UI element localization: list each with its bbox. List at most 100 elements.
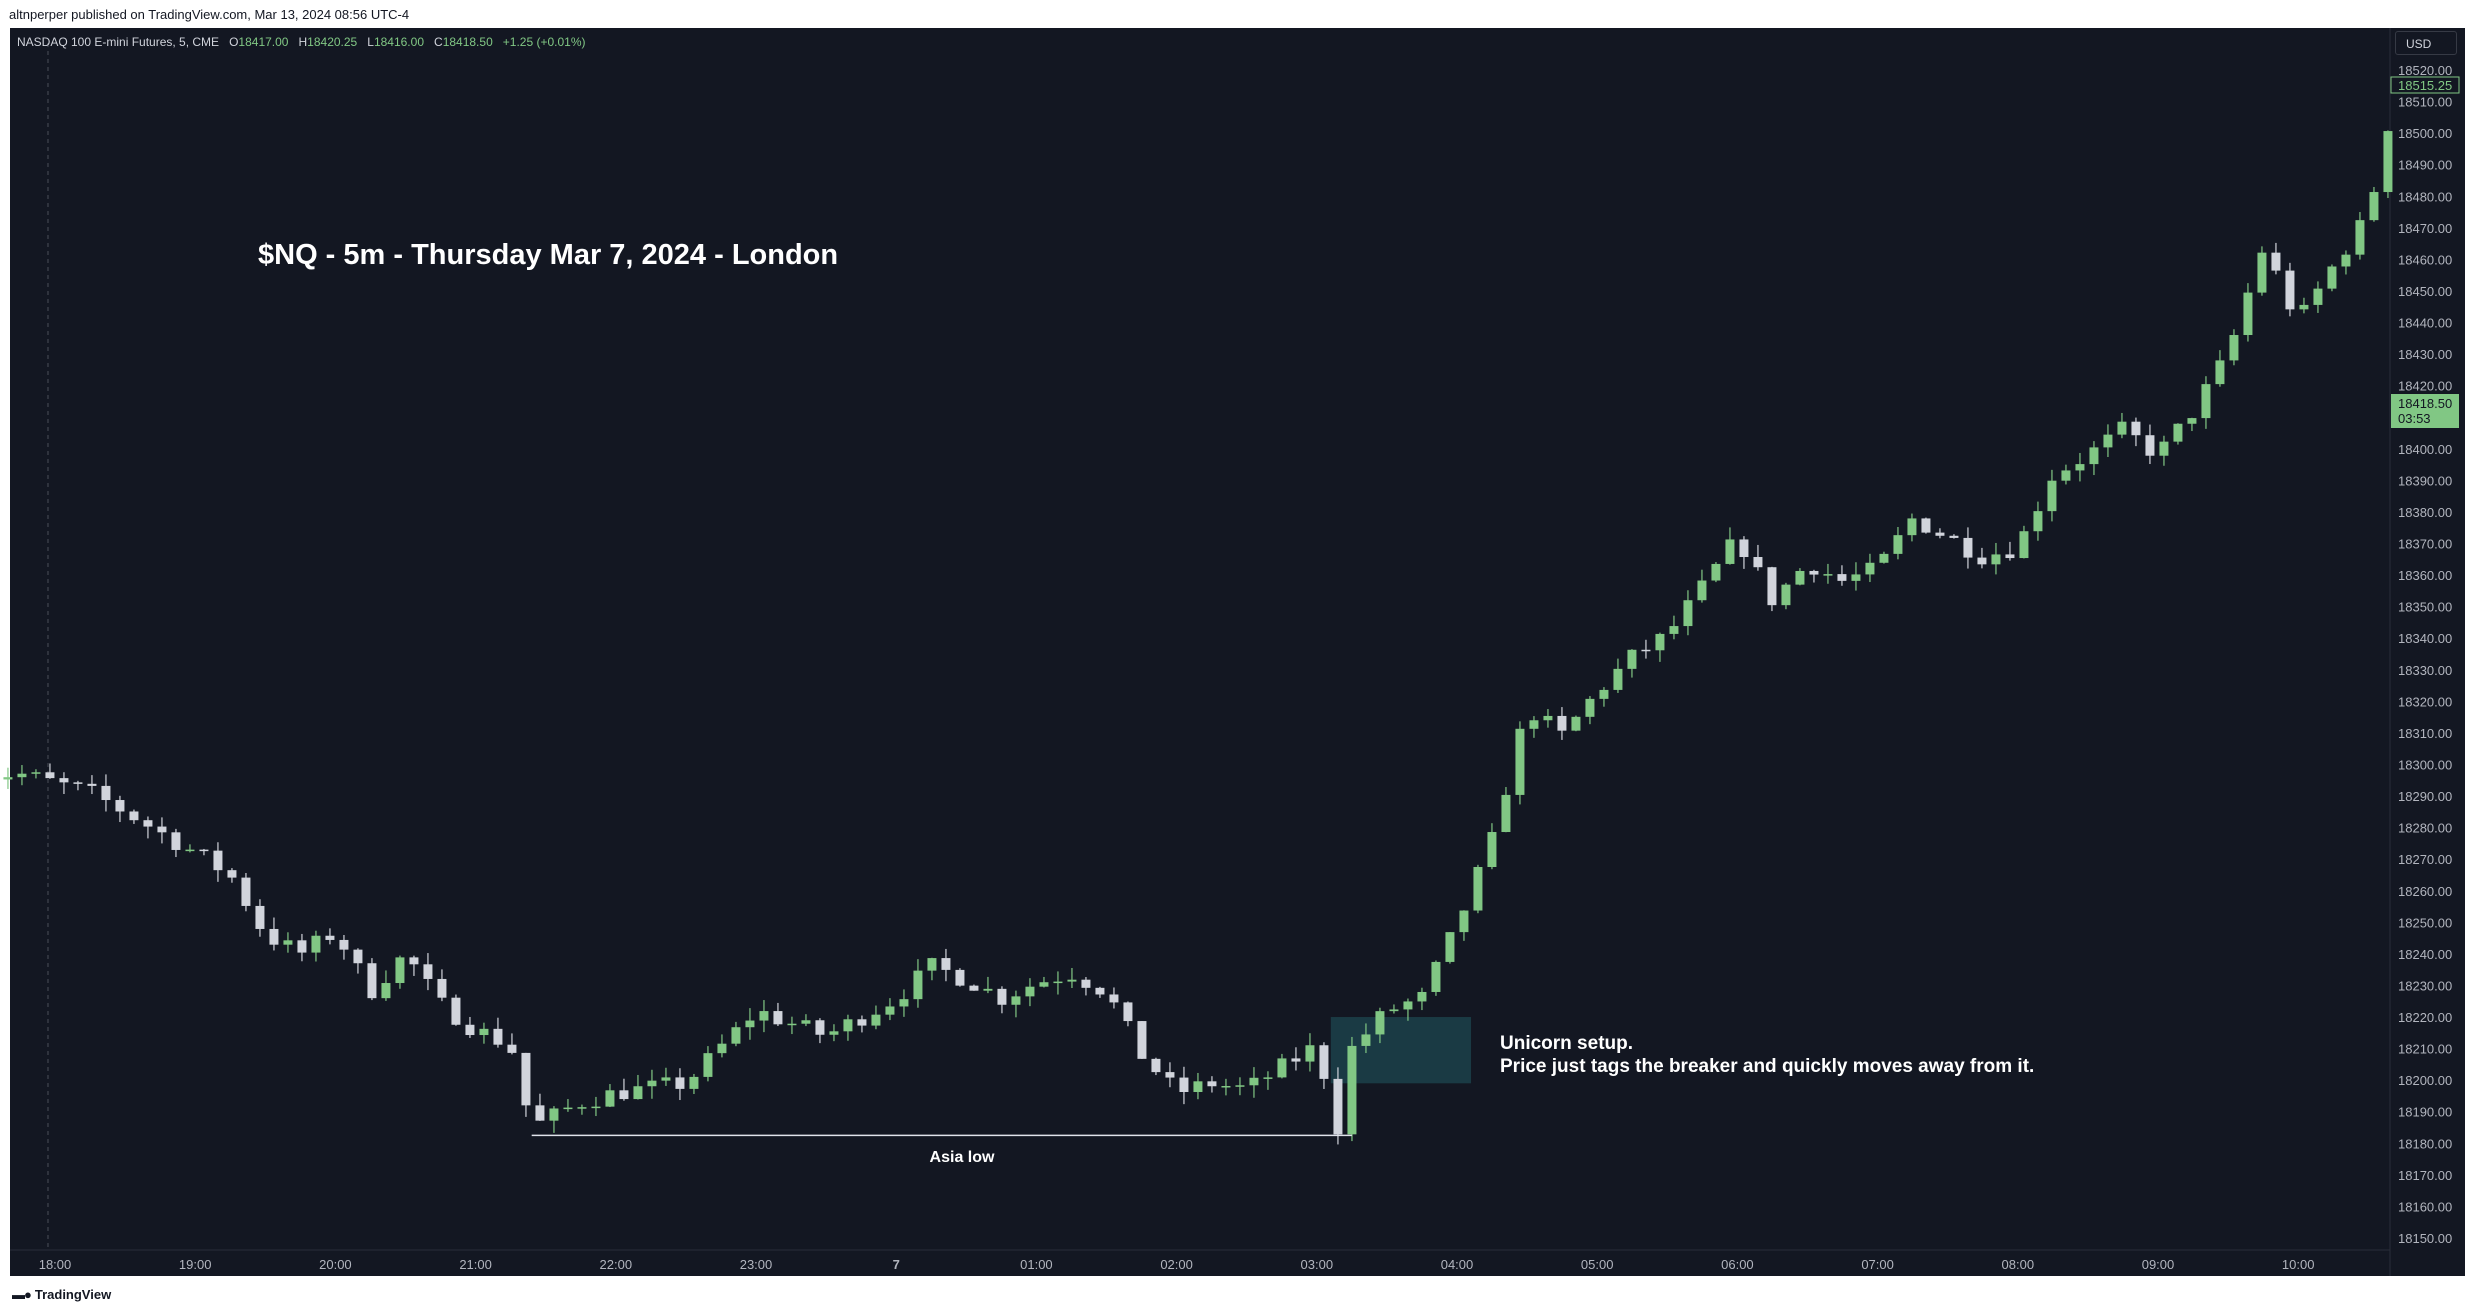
time-tick-label: 18:00 [39, 1257, 72, 1272]
price-tick-label: 18310.00 [2398, 726, 2452, 741]
last-price-tag [2391, 394, 2459, 428]
price-tick-label: 18430.00 [2398, 347, 2452, 362]
high-value: 18420.25 [307, 35, 358, 49]
candle-down [955, 969, 965, 986]
candle-down [409, 957, 419, 965]
time-tick-label: 21:00 [459, 1257, 492, 1272]
candle-down [367, 963, 377, 999]
candle-down [675, 1077, 685, 1089]
candle-up [1991, 554, 2001, 565]
candle-down [1095, 987, 1105, 995]
candle-up [1417, 991, 1427, 1002]
candle-up [395, 957, 405, 984]
close-label: C [434, 35, 443, 49]
candle-up [2229, 335, 2239, 361]
candle-down [101, 785, 111, 801]
candle-down [59, 778, 69, 783]
candle-up [1697, 580, 1707, 601]
candle-down [115, 800, 125, 812]
price-tick-label: 18150.00 [2398, 1231, 2452, 1246]
candle-up [2089, 447, 2099, 465]
price-tick-label: 18340.00 [2398, 631, 2452, 646]
candle-up [1305, 1045, 1315, 1062]
candle-down [1319, 1045, 1329, 1079]
candle-up [1375, 1011, 1385, 1035]
grid-layer [10, 28, 2391, 1276]
tradingview-logo[interactable]: ▬● TradingView [12, 1287, 111, 1302]
time-tick-label: 05:00 [1581, 1257, 1614, 1272]
published-bar: altnperper published on TradingView.com,… [0, 0, 2475, 28]
candle-up [1025, 986, 1035, 997]
candle-up [3, 777, 13, 780]
candle-up [1907, 518, 1917, 536]
low-label: L [367, 35, 374, 49]
high-label: H [298, 35, 308, 49]
candle-up [2159, 441, 2169, 456]
time-tick-label: 09:00 [2142, 1257, 2175, 1272]
candle-up [1613, 668, 1623, 690]
candle-down [1333, 1078, 1343, 1135]
candle-up [1039, 982, 1049, 987]
candle-down [521, 1052, 531, 1106]
candle-down [1935, 532, 1945, 536]
price-tick-label: 18380.00 [2398, 505, 2452, 520]
price-tick-label: 18200.00 [2398, 1073, 2452, 1088]
candle-down [1963, 537, 1973, 558]
footer-bar [0, 1276, 2475, 1314]
time-tick-label: 22:00 [600, 1257, 633, 1272]
candle-down [1109, 994, 1119, 1003]
candle-up [1011, 996, 1021, 1005]
candle-down [1557, 715, 1567, 731]
candle-up [1725, 539, 1735, 564]
candle-up [2047, 480, 2057, 512]
price-tick-label: 18440.00 [2398, 316, 2452, 331]
candle-up [983, 988, 993, 991]
candle-up [1823, 574, 1833, 576]
candle-up [1235, 1085, 1245, 1087]
candle-down [339, 939, 349, 950]
price-tick-label: 18360.00 [2398, 568, 2452, 583]
candle-up [1403, 1001, 1413, 1010]
time-tick-label: 19:00 [179, 1257, 212, 1272]
candle-down [941, 958, 951, 970]
candle-down [451, 997, 461, 1025]
candle-down [1151, 1058, 1161, 1073]
candle-up [2383, 131, 2393, 193]
price-tick-label: 18470.00 [2398, 221, 2452, 236]
candle-down [157, 826, 167, 833]
candle-up [381, 983, 391, 999]
candle-up [885, 1006, 895, 1015]
candle-up [185, 849, 195, 852]
candle-up [871, 1014, 881, 1026]
candle-up [913, 970, 923, 1000]
candle-down [1137, 1021, 1147, 1059]
time-tick-label: 07:00 [1861, 1257, 1894, 1272]
price-tick-label: 18390.00 [2398, 473, 2452, 488]
time-tick-label: 7 [893, 1257, 900, 1272]
candle-up [1221, 1085, 1231, 1088]
candle-down [2145, 435, 2155, 456]
price-tick-label: 18450.00 [2398, 284, 2452, 299]
price-tick-label: 18240.00 [2398, 947, 2452, 962]
candle-down [857, 1019, 867, 1026]
countdown-tag-text: 03:53 [2398, 411, 2431, 426]
candle-up [633, 1086, 643, 1100]
time-tick-label: 23:00 [740, 1257, 773, 1272]
candle-down [997, 988, 1007, 1005]
currency-selector[interactable]: USD [2395, 31, 2457, 55]
candle-up [17, 773, 27, 778]
candles-layer [3, 130, 2393, 1145]
chart-area[interactable] [10, 28, 2465, 1276]
price-axis: 18150.00 18160.00 18170.00 18180.00 18190.00… [2390, 63, 2460, 1246]
price-tick-label: 18460.00 [2398, 252, 2452, 267]
high-price-tag-text: 18515.25 [2398, 78, 2452, 93]
candle-down [213, 850, 223, 871]
candle-down [353, 949, 363, 964]
time-tick-label: 01:00 [1020, 1257, 1053, 1272]
candle-up [759, 1011, 769, 1021]
price-tick-label: 18480.00 [2398, 189, 2452, 204]
candle-up [1515, 728, 1525, 795]
price-tick-label: 18210.00 [2398, 1042, 2452, 1057]
candle-down [73, 782, 83, 784]
